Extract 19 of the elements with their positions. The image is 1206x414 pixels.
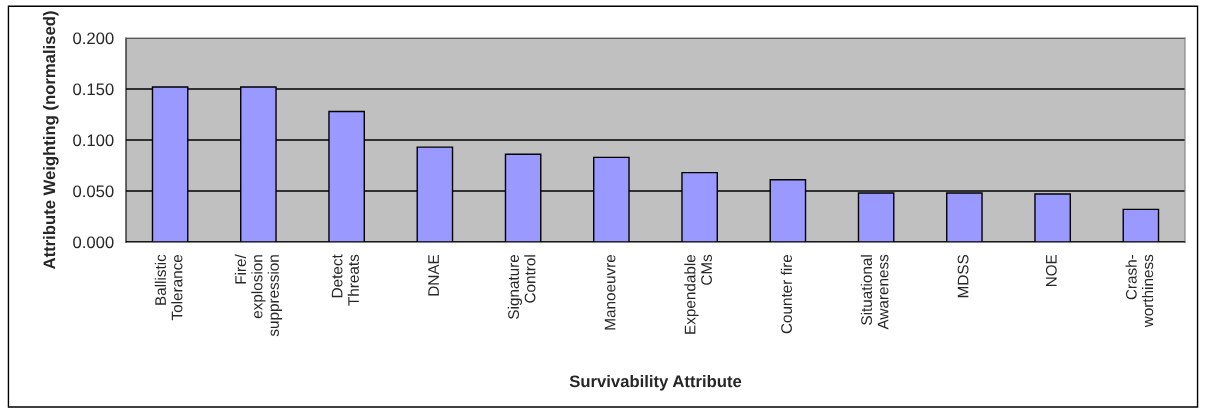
x-axis-title: Survivability Attribute [569,374,742,391]
x-tick-label: Fire/ explosion suppression [234,254,282,337]
x-tick-label: Signature Control [507,254,536,319]
x-tick-label: Manoeuvre [604,254,616,330]
x-tick-label: MDSS [957,254,969,298]
x-tick-label: DNAE [428,254,439,296]
x-tick-label: Situational Awareness [860,254,889,330]
y-tick-label: 0.100 [73,134,114,147]
y-tick-label: 0.000 [73,236,114,249]
y-tick-label: 0.150 [73,83,114,96]
x-tick-label: Counter fire [780,254,792,334]
x-tick-label: Expendable CMs [684,254,712,334]
x-tick-label: Ballistic Tolerance [154,254,183,321]
x-tick-label: NOE [1045,254,1057,287]
y-axis-title: Attribute Weighting (normalised) [42,11,59,270]
y-tick-label: 0.200 [73,32,114,45]
y-tick-label: 0.050 [73,185,114,198]
x-tick-label: Detect Threats [331,254,359,306]
x-tick-label: Crash- worthiness [1125,254,1154,328]
